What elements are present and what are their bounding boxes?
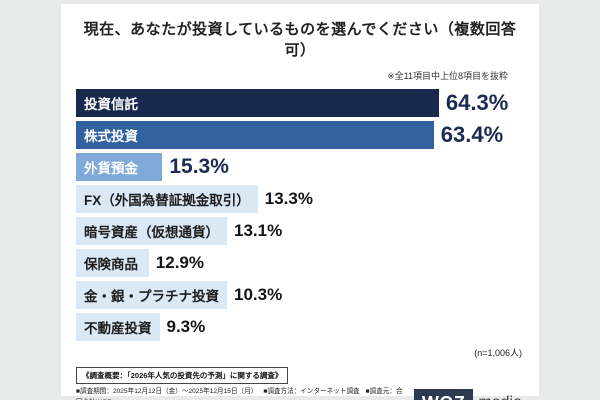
bar-value-label: 12.9%: [155, 253, 204, 272]
survey-overview: 《調査概要：「2026年人気の投資先の予測」に関する調査》: [76, 367, 289, 384]
survey-detail-item: ■調査方法：インターネット調査: [263, 388, 360, 395]
bar-category-label: FX（外国為替証拠金取引）: [84, 193, 250, 208]
bar-value-label: 13.1%: [234, 221, 283, 240]
bar-value-label: 64.3%: [445, 90, 509, 115]
bar-4: FX（外国為替証拠金取引）: [76, 185, 258, 213]
bar-row: 暗号資産（仮想通貨） 13.1%: [76, 217, 524, 245]
bar-2: 株式投資: [76, 121, 434, 149]
survey-detail-line: ■調査期間：2025年12月12日（金）〜2025年12月15日（月） ■調査方法…: [76, 387, 404, 400]
bar-value-label: 9.3%: [166, 317, 206, 336]
bar-row: 金・銀・プラチナ投資 10.3%: [76, 281, 524, 309]
chart-title: 現在、あなたが投資しているものを選んでください（複数回答可）: [83, 21, 517, 59]
bar-category-label: 外貨預金: [84, 161, 138, 176]
chart-subtitle: ※全11項目中上位8項目を抜粋: [387, 71, 508, 81]
bar-row: 株式投資 63.4%: [76, 121, 524, 149]
woz-logo-text: media: [478, 394, 522, 400]
bar-value-label: 10.3%: [234, 285, 283, 304]
bar-row: FX（外国為替証拠金取引） 13.3%: [76, 185, 524, 213]
survey-detail-lines: ■調査期間：2025年12月12日（金）〜2025年12月15日（月） ■調査方法…: [76, 387, 404, 400]
bar-row: 不動産投資 9.3%: [76, 313, 524, 341]
woz-media-logo: WOZ media: [413, 388, 524, 400]
bar-3: 外貨預金: [76, 153, 163, 181]
bar-1: 投資信託: [76, 89, 439, 117]
sample-size-note: (n=1,006人): [474, 348, 522, 358]
bar-8: 不動産投資: [76, 313, 160, 341]
survey-detail-item: ■調査元：合同会社WOZ: [76, 388, 403, 400]
bar-category-label: 不動産投資: [84, 321, 152, 336]
bar-row: 外貨預金 15.3%: [76, 153, 524, 181]
bar-category-label: 株式投資: [84, 129, 138, 144]
bar-row: 保険商品 12.9%: [76, 249, 524, 277]
bar-value-label: 15.3%: [169, 155, 229, 178]
bar-7: 金・銀・プラチナ投資: [76, 281, 227, 309]
survey-card: 現在、あなたが投資しているものを選んでください（複数回答可） ※全11項目中上位…: [61, 4, 539, 400]
bar-chart: 投資信託 64.3% 株式投資 63.4% 外貨預金 15.3% FX（外国為替証拠金取引）…: [76, 89, 524, 345]
bar-category-label: 金・銀・プラチナ投資: [84, 289, 219, 304]
bar-category-label: 投資信託: [84, 97, 138, 112]
bar-value-label: 13.3%: [264, 189, 313, 208]
bar-6: 保険商品: [76, 249, 149, 277]
woz-logo-mark: WOZ: [413, 388, 474, 400]
bar-category-label: 保険商品: [84, 257, 138, 272]
survey-detail-item: ■調査期間：2025年12月12日（金）〜2025年12月15日（月）: [76, 388, 258, 395]
footer: 《調査概要：「2026年人気の投資先の予測」に関する調査》 ■調査期間：2025…: [76, 365, 524, 400]
bar-row: 投資信託 64.3%: [76, 89, 524, 117]
survey-info: 《調査概要：「2026年人気の投資先の予測」に関する調査》 ■調査期間：2025…: [76, 365, 404, 400]
bar-value-label: 63.4%: [440, 122, 504, 147]
bar-category-label: 暗号資産（仮想通貨）: [84, 225, 219, 240]
bar-5: 暗号資産（仮想通貨）: [76, 217, 227, 245]
